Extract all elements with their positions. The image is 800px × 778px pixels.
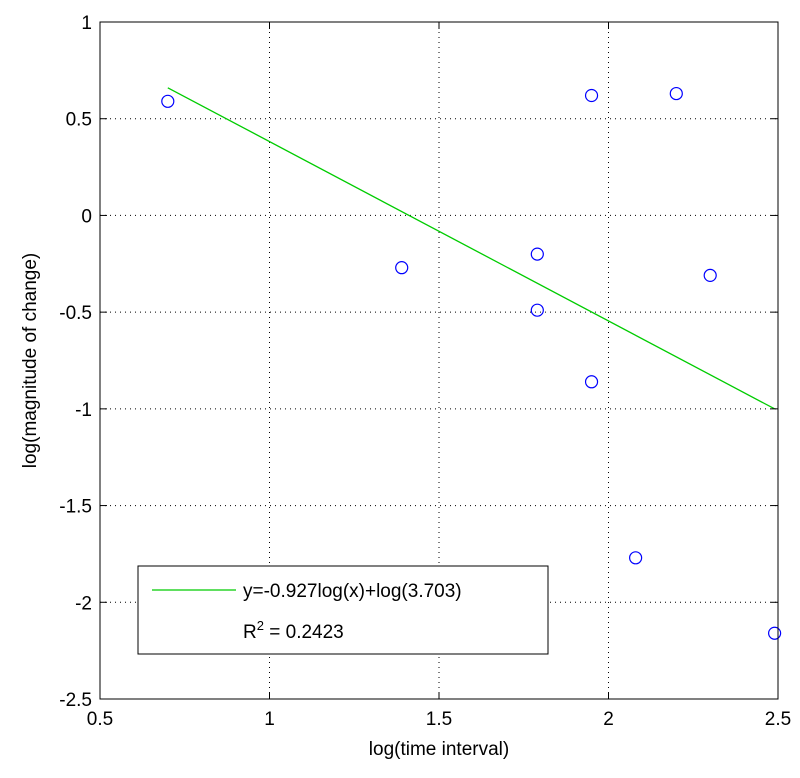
data-point	[395, 261, 409, 275]
x-tick-label: 1.5	[426, 709, 452, 730]
data-point	[629, 551, 643, 565]
y-tick-label: 0	[81, 206, 92, 227]
y-tick-label: -1	[75, 400, 92, 421]
x-tick-label: 2	[603, 709, 614, 730]
y-tick-label: -1.5	[59, 497, 92, 518]
legend-box	[137, 565, 549, 655]
y-tick-label: -2.5	[59, 690, 92, 711]
axis-ticks	[99, 21, 779, 700]
legend-fit-equation: y=-0.927log(x)+log(3.703)	[243, 581, 462, 602]
x-tick-label: 2.5	[765, 709, 791, 730]
data-point	[669, 86, 683, 101]
x-tick-label: 0.5	[87, 709, 113, 730]
data-point	[584, 375, 599, 389]
legend-r-squared: R2 = 0.2423	[243, 618, 344, 643]
fit-line	[167, 87, 775, 410]
y-tick-label: 0.5	[66, 110, 92, 131]
r2-prefix: R	[243, 622, 257, 643]
y-tick-label: -0.5	[59, 303, 92, 324]
data-point	[161, 94, 175, 108]
y-tick-label: 1	[81, 13, 92, 34]
y-tick-label: -2	[75, 593, 92, 614]
data-points	[161, 86, 782, 640]
fit-line-group	[167, 87, 775, 410]
grid-lines	[100, 22, 778, 699]
data-point	[703, 268, 717, 282]
data-point	[530, 247, 544, 261]
data-point	[530, 303, 544, 317]
y-axis-label: log(magnitude of change)	[20, 253, 41, 468]
tick-labels: 0.5 1 1.5 2 2.5 -2.5 -2 -1.5 -1 -0.5 0 0.5 1	[59, 13, 791, 730]
legend: y=-0.927log(x)+log(3.703) R2 = 0.2423	[137, 565, 549, 655]
r2-superscript: 2	[257, 618, 264, 633]
x-axis-label: log(time interval)	[369, 739, 509, 760]
x-tick-label: 1	[264, 709, 275, 730]
data-point	[768, 626, 782, 640]
r2-value: = 0.2423	[264, 622, 344, 643]
data-point	[584, 88, 599, 103]
